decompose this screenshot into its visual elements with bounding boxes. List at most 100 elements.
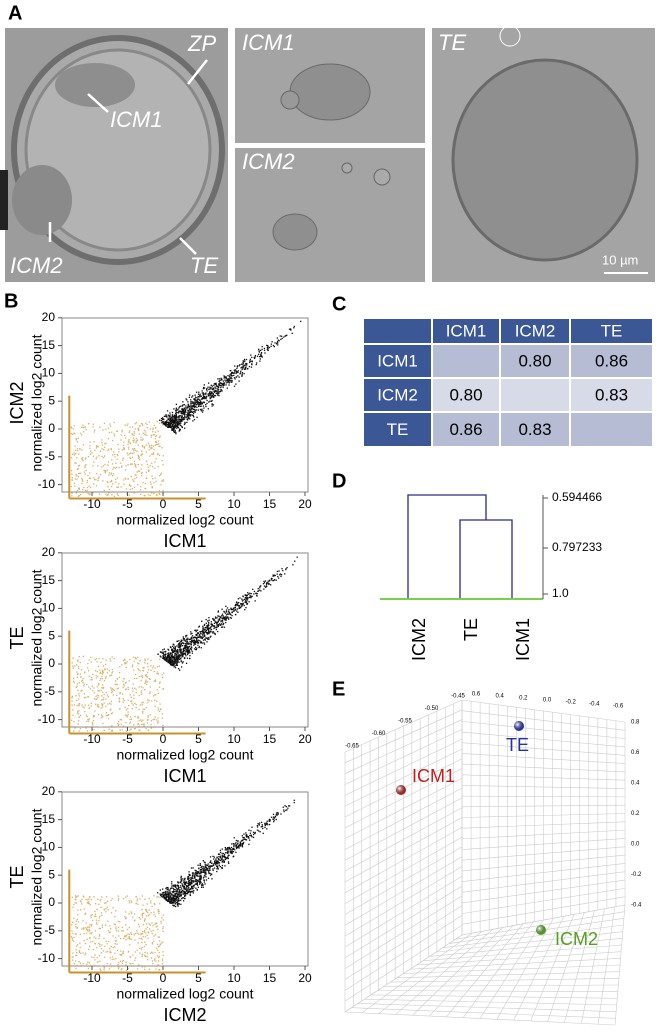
dot [225,377,227,379]
dot [195,391,198,393]
dot [223,611,226,613]
dot [293,799,295,801]
dot [268,583,270,586]
dot [259,831,261,833]
dot [168,891,170,893]
dot [154,958,156,960]
dot [200,641,202,643]
dot [81,482,83,485]
dot [131,707,133,710]
dot [256,592,258,595]
dot [141,946,143,949]
dot [165,653,167,656]
dot [173,417,175,420]
dot [185,650,187,653]
dot [170,662,172,664]
dot [108,488,111,491]
dot [106,668,109,670]
dot [172,421,175,423]
dot [202,409,204,412]
dot [201,883,204,885]
dot [103,937,105,940]
dot [205,879,208,881]
dot [102,722,104,725]
dot [146,681,148,683]
dot [194,398,196,401]
dot [209,387,212,389]
dot [219,853,221,855]
dot [203,634,206,636]
dot [231,850,233,852]
dot [218,623,220,626]
dot [169,657,172,659]
dot [267,346,269,348]
dot [213,389,215,391]
dot [171,419,173,421]
dot [174,424,177,427]
dot [237,598,239,600]
dot [101,714,103,716]
dot [82,459,84,462]
dot [175,412,177,415]
dot [194,883,197,885]
dot [198,883,201,885]
dot [187,406,189,409]
dot [178,661,180,663]
dot [75,439,78,441]
dot [141,941,143,944]
dot [211,873,213,875]
dot [90,450,92,452]
dot [211,385,213,387]
axis-tick-label: 0.2 [631,811,640,817]
dot [104,902,106,904]
dot [236,367,238,370]
dot [264,824,267,827]
dot [168,415,170,417]
dot [122,693,124,695]
dot [177,416,179,418]
dot [89,930,91,932]
dot [132,440,134,442]
dot [179,669,181,671]
dot [89,445,91,447]
dot [125,666,128,669]
dot [103,456,105,459]
dot [144,482,147,485]
dot [159,445,161,448]
dot [114,683,116,686]
dot [175,657,178,659]
dot [262,827,264,830]
dot [103,469,105,472]
dot [179,422,181,425]
dot [82,677,84,680]
dot [72,657,74,659]
dot [102,704,104,706]
dot [133,669,135,671]
dot [132,426,134,428]
dot [182,655,184,657]
dot [183,884,186,886]
dot [170,902,173,904]
header-text: ICM2 [515,321,556,340]
dot [234,604,236,607]
dot [264,352,266,354]
dot [209,866,211,868]
dot [186,893,189,895]
dot [182,641,184,644]
row-label: ICM2 [377,385,418,404]
dot [188,646,190,648]
dot [81,689,83,691]
cell [571,413,652,446]
dot [233,837,235,839]
dot [223,377,225,379]
dot [139,898,141,900]
grid-line [361,932,473,1014]
dot [237,842,239,844]
dot [71,930,73,932]
dot [280,338,282,341]
dot [101,439,103,441]
dot [152,465,154,468]
dot [75,954,77,957]
dot [117,930,120,932]
dot [172,426,175,428]
